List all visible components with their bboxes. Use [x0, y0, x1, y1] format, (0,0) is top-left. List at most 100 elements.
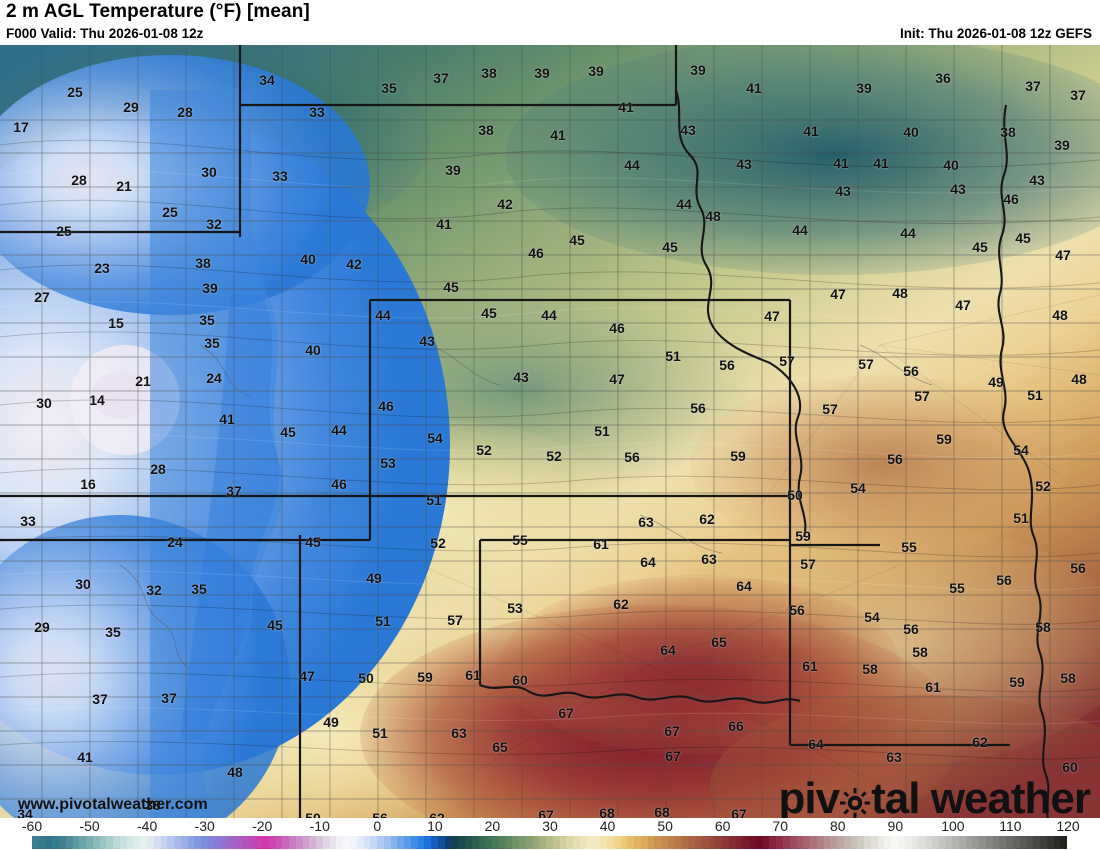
colorbar-segment [870, 836, 878, 849]
colorbar-segment [444, 836, 452, 849]
colorbar-segment [241, 836, 249, 849]
colorbar-segment [830, 836, 838, 849]
colorbar-segment [174, 836, 181, 849]
colorbar-segment [187, 836, 195, 849]
colorbar-segment [106, 836, 114, 849]
colorbar-segment [363, 836, 371, 849]
colorbar-segment [99, 836, 107, 849]
river-boundaries [479, 89, 1050, 818]
colorbar-segment [201, 836, 208, 849]
colorbar-segment [465, 836, 472, 849]
colorbar-segment [1053, 836, 1061, 849]
colorbar-segment [140, 836, 148, 849]
colorbar-segment [627, 836, 635, 849]
colorbar-tick: 50 [657, 818, 673, 834]
temperature-map[interactable]: 17 25 29 28 34 33 35 37 38 39 39 39 41 39 36 37 37 28 21 25… [0, 45, 1100, 818]
colorbar-segment [92, 836, 100, 849]
colorbar-segment [498, 836, 506, 849]
colorbar-segment [1040, 836, 1047, 849]
colorbar-segment [492, 836, 499, 849]
colorbar-segment [661, 836, 668, 849]
colorbar-segment [404, 836, 411, 849]
colorbar-segment [965, 836, 973, 849]
colorbar-tick: -60 [21, 818, 43, 834]
logo-text-part1: piv [778, 774, 841, 818]
colorbar-segment [850, 836, 858, 849]
colorbar-segment [952, 836, 959, 849]
colorbar-segment [755, 836, 763, 849]
colorbar-segment [566, 836, 574, 849]
state-boundaries [0, 45, 1010, 818]
colorbar-segment [931, 836, 939, 849]
colorbar-segment [559, 836, 567, 849]
colorbar-gradient[interactable] [32, 836, 1068, 849]
colorbar-segment [999, 836, 1007, 849]
colorbar-segment [505, 836, 513, 849]
county-boundaries [0, 45, 1100, 818]
colorbar-segment [539, 836, 547, 849]
colorbar-segment [979, 836, 986, 849]
colorbar-segment [194, 836, 202, 849]
colorbar-segment [478, 836, 486, 849]
colorbar-segment [695, 836, 702, 849]
colorbar-segment [1013, 836, 1020, 849]
colorbar-segment [525, 836, 533, 849]
colorbar-segment [715, 836, 723, 849]
colorbar-tick: 80 [829, 818, 846, 834]
colorbar-segment [884, 836, 892, 849]
minor-waterways [119, 344, 933, 670]
colorbar-segment [72, 836, 80, 849]
colorbar-segment [985, 836, 993, 849]
colorbar-segment [843, 836, 851, 849]
temperature-anomaly-layer [0, 45, 1100, 818]
colorbar-segment [451, 836, 459, 849]
colorbar-segment [160, 836, 168, 849]
colorbar-segment [519, 836, 526, 849]
colorbar-segment [925, 836, 932, 849]
colorbar-segment [816, 836, 824, 849]
colorbar-segment [370, 836, 378, 849]
map-canvas [0, 45, 1100, 818]
colorbar-segment [234, 836, 242, 849]
colorbar-segment [167, 836, 175, 849]
colorbar-segment [722, 836, 729, 849]
colorbar-segment [343, 836, 350, 849]
colorbar-tick: 30 [542, 818, 558, 834]
colorbar-segment [275, 836, 283, 849]
init-model-label: Init: Thu 2026-01-08 12z GEFS [899, 26, 1092, 41]
colorbar-segment [532, 836, 540, 849]
colorbar-segment [992, 836, 1000, 849]
colorbar-segment [316, 836, 323, 849]
colorbar-tick: 90 [887, 818, 904, 834]
colorbar-segment [647, 836, 655, 849]
colorbar-segment [471, 836, 479, 849]
colorbar-segment [681, 836, 689, 849]
gear-sun-icon [840, 788, 871, 818]
colorbar-tick-labels: -60 -50 -40 -30 -20 -10 0 10 20 30 40 50 60 70 80 90 100… [0, 818, 1100, 836]
colorbar-segment [248, 836, 256, 849]
colorbar-segment [640, 836, 648, 849]
colorbar-segment [735, 836, 743, 849]
colorbar-segment [803, 836, 811, 849]
colorbar-segment [228, 836, 235, 849]
colorbar-segment [1026, 836, 1034, 849]
colorbar-segment [417, 836, 425, 849]
colorbar-segment [580, 836, 587, 849]
colorbar-segment [958, 836, 966, 849]
logo-text-part2: tal weather [871, 774, 1091, 818]
colorbar-segment [302, 836, 310, 849]
colorbar-segment [1046, 836, 1054, 849]
colorbar-segment [911, 836, 919, 849]
colorbar-segment [289, 836, 296, 849]
colorbar-segment [776, 836, 783, 849]
colorbar-legend[interactable]: -60 -50 -40 -30 -20 -10 0 10 20 30 40 50 60 70 80 90 100… [0, 818, 1100, 850]
colorbar-tick: -30 [194, 818, 215, 834]
colorbar-tick: 40 [599, 818, 616, 834]
colorbar-segment [904, 836, 912, 849]
colorbar-segment [972, 836, 980, 849]
colorbar-segment [708, 836, 716, 849]
colorbar-segment [864, 836, 871, 849]
colorbar-segment [383, 836, 391, 849]
colorbar-segment [52, 836, 60, 849]
colorbar-segment [59, 836, 66, 849]
